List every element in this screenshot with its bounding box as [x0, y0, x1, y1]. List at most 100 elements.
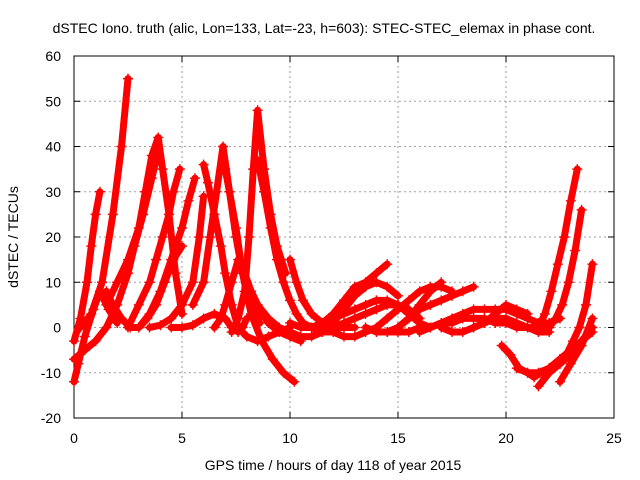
data-point	[73, 358, 84, 369]
data-point	[153, 146, 164, 157]
x-tick-label: 15	[390, 430, 406, 446]
data-point	[256, 336, 267, 347]
data-point	[360, 299, 371, 310]
data-point	[576, 204, 587, 215]
data-point	[198, 159, 209, 170]
data-point	[194, 232, 205, 242]
series-trace	[394, 283, 478, 331]
data-point	[144, 308, 155, 319]
data-point	[166, 322, 177, 333]
data-point	[393, 290, 403, 301]
data-point	[306, 331, 317, 342]
data-point	[382, 313, 393, 324]
data-point	[220, 268, 231, 279]
data-point	[306, 308, 317, 319]
data-point	[205, 232, 216, 242]
data-point	[565, 358, 576, 369]
series-28	[468, 313, 555, 338]
data-point	[243, 232, 254, 242]
data-point	[220, 299, 231, 310]
data-point	[403, 295, 414, 306]
data-point	[198, 191, 209, 202]
data-point	[544, 322, 555, 333]
series-trace	[470, 314, 553, 336]
data-point	[187, 320, 198, 331]
data-point	[81, 277, 92, 288]
data-point	[226, 277, 237, 288]
y-tick-label: 0	[53, 320, 61, 336]
data-point	[339, 317, 349, 328]
y-tick-label: 10	[45, 274, 61, 290]
x-tick-label: 20	[498, 430, 514, 446]
data-point	[457, 327, 468, 338]
data-point	[209, 322, 220, 333]
data-point	[285, 317, 295, 328]
data-point	[587, 313, 598, 324]
data-point	[555, 358, 565, 369]
data-point	[546, 286, 557, 297]
data-point	[457, 286, 468, 297]
data-point	[278, 277, 289, 288]
data-point	[349, 313, 360, 324]
data-point	[285, 254, 295, 265]
data-point	[447, 313, 457, 324]
y-tick-label: 30	[45, 184, 61, 200]
data-point	[112, 299, 123, 310]
data-point	[552, 259, 563, 270]
data-point	[241, 331, 252, 342]
data-point	[112, 317, 123, 328]
data-point	[550, 313, 561, 324]
series-20	[306, 259, 393, 333]
data-point	[155, 320, 166, 331]
data-point	[164, 209, 175, 220]
data-point	[468, 304, 479, 315]
data-point	[468, 322, 479, 333]
data-point	[490, 313, 501, 324]
data-point	[246, 308, 257, 319]
data-point	[360, 322, 371, 333]
data-point	[123, 73, 133, 84]
data-point	[241, 277, 252, 288]
data-point	[252, 299, 263, 310]
data-point	[414, 286, 425, 297]
y-tick-label: -10	[41, 365, 61, 381]
series-32	[533, 164, 583, 333]
data-point	[144, 277, 155, 288]
data-point	[133, 322, 144, 333]
data-point	[574, 322, 585, 333]
data-point	[267, 354, 278, 365]
data-point	[557, 299, 568, 310]
data-point	[168, 186, 179, 197]
series-trace	[228, 106, 290, 336]
data-point	[576, 340, 587, 351]
data-point	[479, 317, 490, 328]
data-point	[69, 376, 79, 387]
data-point	[468, 281, 479, 292]
data-point	[382, 259, 393, 270]
x-axis-label: GPS time / hours of day 118 of year 2015	[205, 457, 462, 473]
data-point	[360, 308, 371, 319]
data-point	[79, 331, 90, 342]
data-point	[177, 322, 187, 333]
series-8	[133, 173, 200, 333]
data-point	[272, 254, 283, 265]
data-point	[112, 277, 123, 288]
data-point	[533, 381, 544, 392]
data-point	[86, 308, 97, 319]
data-point	[259, 186, 270, 197]
data-point	[187, 277, 198, 288]
data-point	[79, 345, 90, 356]
y-tick-label: 20	[45, 229, 61, 245]
y-tick-label: 60	[45, 48, 61, 64]
data-point	[539, 308, 550, 319]
data-point	[371, 327, 382, 338]
series-trace	[318, 278, 402, 336]
data-point	[317, 327, 328, 338]
data-point	[90, 336, 101, 347]
data-point	[177, 299, 187, 310]
data-point	[317, 317, 328, 328]
data-point	[209, 209, 220, 220]
data-point	[285, 327, 295, 338]
data-point	[328, 327, 339, 338]
data-point	[144, 322, 155, 333]
